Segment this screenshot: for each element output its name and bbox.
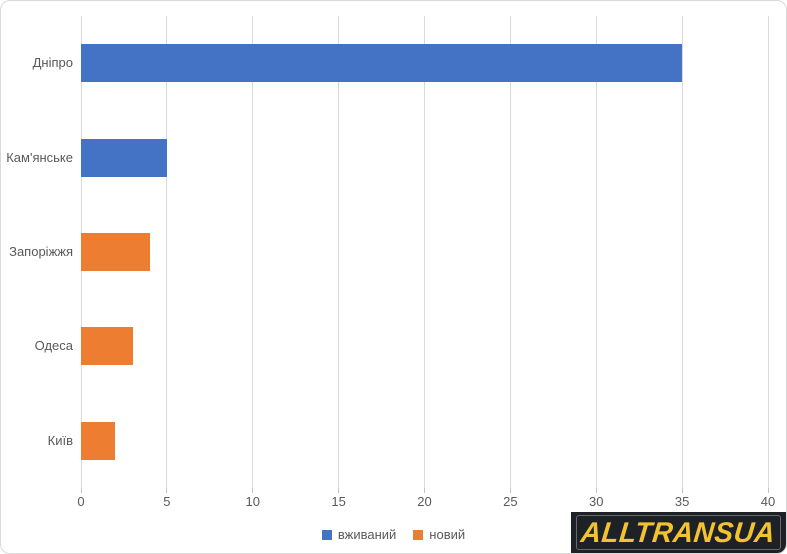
bar-row xyxy=(81,421,116,460)
legend-item: новий xyxy=(413,527,465,542)
x-axis-tick-label: 35 xyxy=(674,494,690,509)
gridline xyxy=(424,16,425,488)
plot-area xyxy=(80,16,769,488)
category-label: Кам'янське xyxy=(6,149,73,165)
gridline xyxy=(252,16,254,488)
bar-row xyxy=(81,327,133,366)
legend-color-swatch xyxy=(321,529,332,540)
x-axis-tick-label: 15 xyxy=(331,494,346,509)
legend-color-swatch xyxy=(413,529,424,540)
bar-segment-вживаний xyxy=(81,44,683,83)
x-axis-tick-label: 25 xyxy=(503,494,518,509)
category-label: Запоріжжя xyxy=(9,244,73,259)
legend-label: вживаний xyxy=(337,527,397,542)
bar-segment-новий xyxy=(81,233,150,271)
gridline xyxy=(681,16,683,488)
axis-tick-mark xyxy=(252,488,254,493)
bar-segment-вживаний xyxy=(81,138,167,177)
legend: вживаний новий xyxy=(1,526,786,543)
gridline xyxy=(595,16,597,488)
axis-tick-mark xyxy=(767,488,769,493)
gridline xyxy=(338,16,340,488)
bar-segment-новий xyxy=(81,327,133,366)
axis-tick-mark xyxy=(338,488,340,493)
x-axis-tick-label: 0 xyxy=(77,494,85,509)
legend-label: новий xyxy=(429,527,466,542)
axis-tick-mark xyxy=(595,488,597,493)
bar-segment-новий xyxy=(81,421,116,460)
axis-tick-mark xyxy=(166,488,168,493)
bar-row xyxy=(81,233,150,271)
gridline xyxy=(166,16,168,488)
x-axis-tick-label: 20 xyxy=(417,494,432,509)
x-axis-tick-label: 5 xyxy=(163,494,171,509)
axis-tick-mark xyxy=(509,488,511,493)
gridline xyxy=(767,16,769,488)
alltransua-logo: ALLTRANSUA xyxy=(571,512,786,553)
axis-tick-mark xyxy=(80,488,82,493)
category-label: Одеса xyxy=(34,338,73,354)
bar-row xyxy=(81,44,683,83)
axis-tick-mark xyxy=(681,488,683,493)
x-axis-tick-label: 40 xyxy=(760,494,776,509)
gridline xyxy=(509,16,511,488)
x-axis-tick-label: 30 xyxy=(589,494,604,509)
category-label: Київ xyxy=(47,432,73,448)
legend-item: вживаний xyxy=(321,527,397,542)
bar-row xyxy=(81,138,167,177)
x-axis-tick-label: 10 xyxy=(245,494,260,509)
axis-tick-mark xyxy=(424,488,425,493)
logo-text: ALLTRANSUA xyxy=(579,516,778,548)
category-label: Дніпро xyxy=(32,55,73,71)
